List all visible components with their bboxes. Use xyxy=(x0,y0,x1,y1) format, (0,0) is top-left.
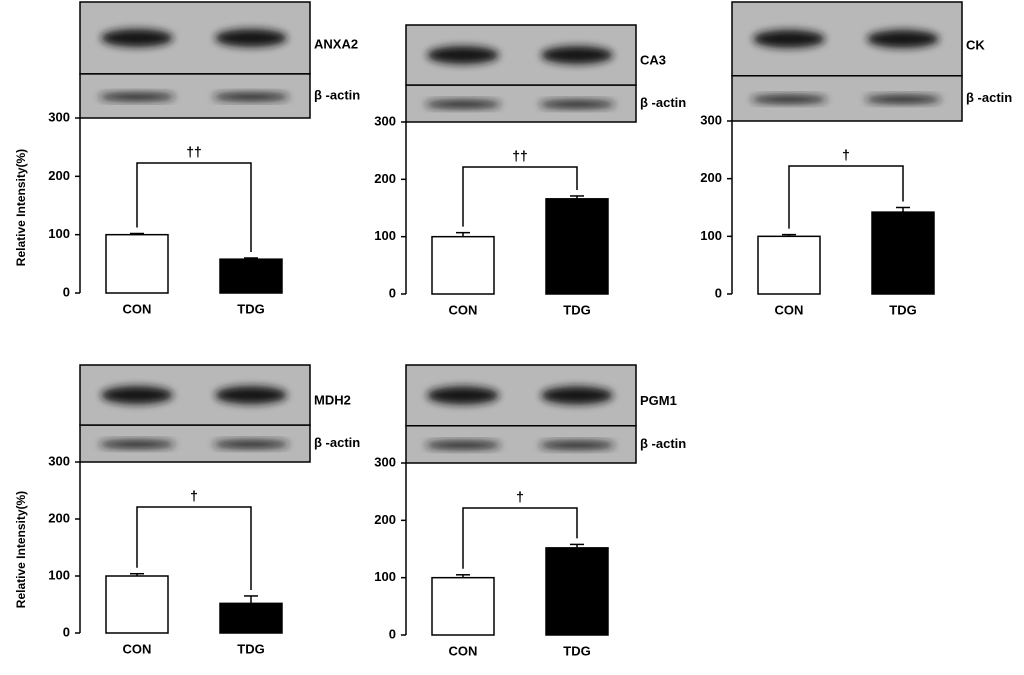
band xyxy=(539,441,615,450)
y-tick-label: 100 xyxy=(374,228,396,243)
x-tick-label: CON xyxy=(123,641,152,656)
y-tick-label: 100 xyxy=(48,567,70,582)
significance-mark: † xyxy=(190,488,198,504)
band xyxy=(101,28,173,47)
x-tick-label: CON xyxy=(123,301,152,316)
significance-mark: † xyxy=(842,147,850,163)
bar xyxy=(757,235,821,295)
band xyxy=(867,29,939,48)
bar xyxy=(545,198,609,295)
protein-label: CA3 xyxy=(640,53,666,68)
protein-label: ANXA2 xyxy=(314,37,358,52)
band xyxy=(539,100,615,109)
control-label: β -actin xyxy=(640,436,686,451)
y-tick-label: 200 xyxy=(700,170,722,185)
x-tick-label: TDG xyxy=(889,302,916,317)
y-tick-label: 300 xyxy=(700,112,722,127)
band xyxy=(425,100,501,109)
band xyxy=(751,95,827,104)
bar xyxy=(105,233,169,294)
significance-bracket xyxy=(136,506,252,590)
band xyxy=(753,29,825,48)
band xyxy=(541,386,613,405)
y-tick-label: 200 xyxy=(48,510,70,525)
x-tick-label: TDG xyxy=(237,301,264,316)
band xyxy=(99,92,175,101)
bar xyxy=(545,547,609,636)
x-tick-label: TDG xyxy=(237,641,264,656)
significance-mark: †† xyxy=(186,144,202,160)
band xyxy=(427,46,499,65)
y-tick-label: 0 xyxy=(715,285,722,300)
bar xyxy=(431,576,495,636)
x-tick-label: CON xyxy=(449,302,478,317)
y-tick-label: 0 xyxy=(63,624,70,639)
y-tick-label: 0 xyxy=(389,285,396,300)
band xyxy=(213,92,289,101)
x-tick-label: CON xyxy=(449,643,478,658)
control-label: β -actin xyxy=(640,95,686,110)
y-tick-label: 100 xyxy=(700,228,722,243)
y-tick-label: 300 xyxy=(374,454,396,469)
y-axis-label: Relative Intensity(%) xyxy=(14,491,28,608)
x-tick-label: TDG xyxy=(563,643,590,658)
bar xyxy=(219,258,283,294)
significance-bracket xyxy=(788,165,904,229)
protein-label: PGM1 xyxy=(640,393,677,408)
control-label: β -actin xyxy=(966,90,1012,105)
band xyxy=(865,95,941,104)
significance-bracket xyxy=(136,162,252,252)
y-axis-label: Relative Intensity(%) xyxy=(14,149,28,266)
control-label: β -actin xyxy=(314,435,360,450)
y-tick-label: 200 xyxy=(374,171,396,186)
band xyxy=(101,386,173,405)
protein-label: MDH2 xyxy=(314,393,351,408)
x-tick-label: TDG xyxy=(563,302,590,317)
band xyxy=(215,28,287,47)
y-tick-label: 100 xyxy=(48,226,70,241)
significance-bracket xyxy=(462,507,578,569)
y-tick-label: 0 xyxy=(389,626,396,641)
y-tick-label: 300 xyxy=(48,109,70,124)
bar xyxy=(431,235,495,295)
bar xyxy=(219,602,283,634)
band xyxy=(425,441,501,450)
band xyxy=(215,386,287,405)
y-tick-label: 100 xyxy=(374,569,396,584)
y-tick-label: 300 xyxy=(48,453,70,468)
band xyxy=(99,440,175,449)
bar xyxy=(871,211,935,295)
y-tick-label: 0 xyxy=(63,284,70,299)
significance-mark: †† xyxy=(512,148,528,164)
band xyxy=(213,440,289,449)
protein-label: CK xyxy=(966,38,985,53)
y-tick-label: 300 xyxy=(374,113,396,128)
x-tick-label: CON xyxy=(775,302,804,317)
y-tick-label: 200 xyxy=(48,168,70,183)
band xyxy=(541,46,613,65)
band xyxy=(427,386,499,405)
bar xyxy=(105,575,169,634)
significance-bracket xyxy=(462,166,578,227)
control-label: β -actin xyxy=(314,87,360,102)
y-tick-label: 200 xyxy=(374,512,396,527)
significance-mark: † xyxy=(516,489,524,505)
